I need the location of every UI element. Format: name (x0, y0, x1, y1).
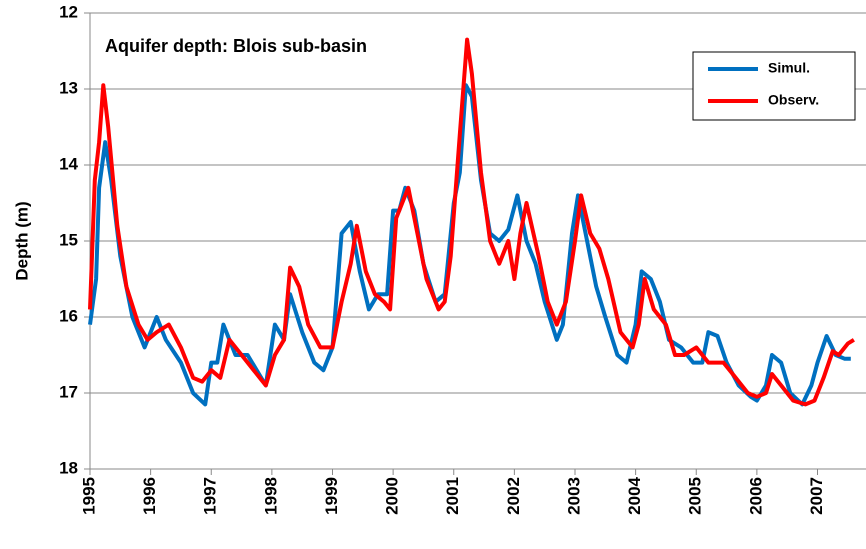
x-tick-label: 1997 (201, 477, 220, 515)
legend-box (692, 51, 856, 121)
y-axis-label: Depth (m) (12, 201, 31, 280)
x-tick-label: 1998 (261, 477, 280, 515)
y-tick-label: 16 (59, 306, 78, 325)
legend-label: Observ. (768, 92, 819, 108)
y-tick-label: 13 (59, 78, 78, 97)
chart-title: Aquifer depth: Blois sub-basin (105, 36, 367, 56)
x-tick-label: 2001 (443, 477, 462, 515)
legend-label: Simul. (768, 60, 810, 76)
y-tick-label: 18 (59, 458, 78, 477)
x-tick-label: 1996 (140, 477, 159, 515)
y-tick-label: 12 (59, 2, 78, 21)
x-tick-label: 1995 (79, 477, 98, 515)
y-tick-label: 14 (59, 154, 78, 173)
series-line (88, 37, 855, 407)
x-tick-label: 2002 (504, 477, 523, 515)
series-line (88, 83, 851, 407)
x-tick-label: 2005 (686, 477, 705, 515)
x-tick-label: 2000 (383, 477, 402, 515)
y-tick-label: 15 (59, 230, 78, 249)
x-tick-label: 1999 (322, 477, 341, 515)
x-tick-label: 2006 (746, 477, 765, 515)
x-tick-label: 2007 (807, 477, 826, 515)
x-tick-label: 2003 (564, 477, 583, 515)
x-tick-label: 2004 (625, 476, 644, 514)
y-tick-label: 17 (59, 382, 78, 401)
